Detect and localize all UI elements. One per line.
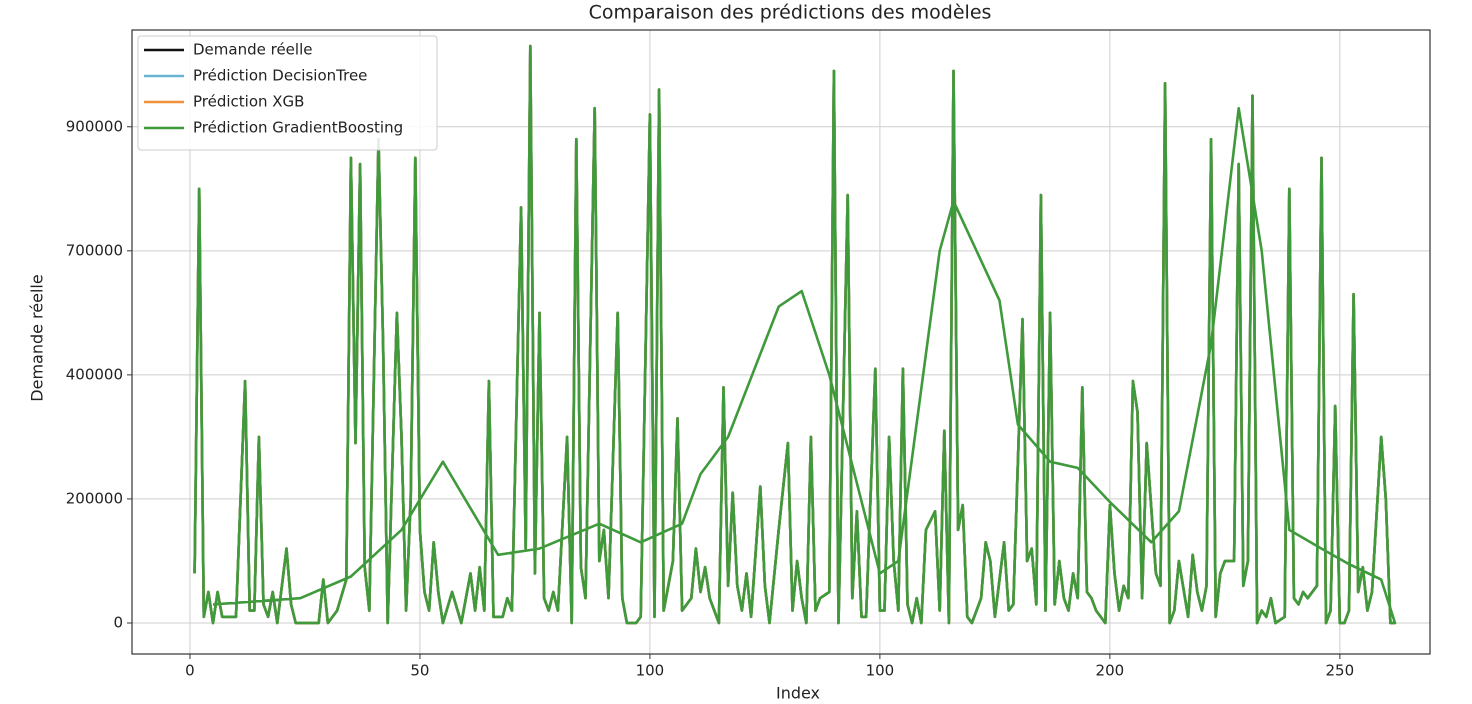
y-tick-label: 400000 xyxy=(66,365,123,383)
legend: Demande réelle Prédiction DecisionTree Pré… xyxy=(137,35,438,151)
series-line xyxy=(193,44,1397,625)
x-tick-label: 0 xyxy=(185,662,195,680)
grid: 0 50 100 100 200 250 0 200000 400000 700000 900000 xyxy=(66,30,1430,680)
y-tick-label: 900000 xyxy=(66,117,123,135)
x-tick-label: 100 xyxy=(636,662,665,680)
legend-label: Prédiction DecisionTree xyxy=(193,67,367,85)
plot-lines xyxy=(193,44,1397,625)
plot-frame xyxy=(131,29,1431,655)
chart-title: Comparaison des prédictions des modèles xyxy=(589,2,992,24)
x-tick-label: 100 xyxy=(866,662,895,680)
y-tick-label: 0 xyxy=(113,613,123,631)
y-axis-label: Demande réelle xyxy=(28,274,47,401)
legend-label: Demande réelle xyxy=(193,41,312,59)
y-tick-label: 700000 xyxy=(66,241,123,259)
x-tick-label: 50 xyxy=(410,662,429,680)
legend-box xyxy=(137,35,438,151)
legend-label: Prédiction XGB xyxy=(193,93,304,111)
y-tick-label: 200000 xyxy=(66,489,123,507)
x-tick-label: 250 xyxy=(1326,662,1355,680)
x-tick-label: 200 xyxy=(1096,662,1125,680)
x-axis-label: Index xyxy=(776,684,820,703)
legend-label: Prédiction GradientBoosting xyxy=(193,119,403,137)
